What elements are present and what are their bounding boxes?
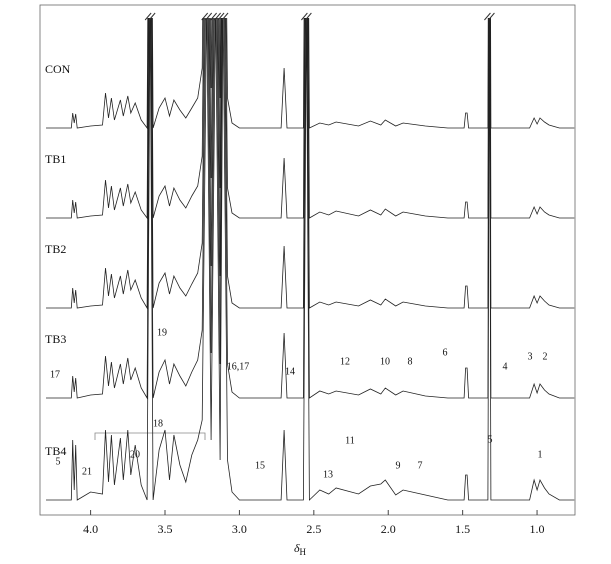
x-label-symbol: δ	[294, 541, 300, 555]
annotation: 8	[408, 356, 413, 367]
annotation: 21	[82, 466, 92, 477]
x-label-subscript: H	[300, 547, 307, 557]
annotation: 15	[255, 460, 265, 471]
bracket	[94, 432, 206, 440]
annotation: 18	[153, 418, 163, 429]
spectrum	[46, 18, 575, 130]
series-label: CON	[45, 62, 71, 76]
plot-frame	[39, 4, 576, 516]
annotation: 3	[528, 351, 533, 362]
x-tick-label: 1.5	[455, 522, 470, 536]
annotation: 19	[157, 327, 167, 338]
annotation: 6	[443, 347, 448, 358]
x-tick-label: 4.0	[83, 522, 98, 536]
spectrum	[46, 18, 575, 501]
break-mark	[484, 12, 495, 21]
traces	[46, 18, 575, 501]
x-tick-label: 2.0	[381, 522, 396, 536]
annotation: 12	[340, 356, 350, 367]
spectrum	[46, 18, 575, 400]
spectrum	[46, 18, 575, 220]
annotation: 2	[543, 351, 548, 362]
annotation: 13	[323, 469, 333, 480]
annotation: 14	[285, 366, 295, 377]
x-tick-label: 3.0	[232, 522, 247, 536]
annotation: 1	[538, 449, 543, 460]
series-label: TB3	[45, 332, 66, 346]
annotation: 7	[418, 460, 423, 471]
series-label: TB4	[45, 444, 66, 458]
annotation: 10	[380, 356, 390, 367]
break-mark	[201, 12, 213, 21]
spectrum	[46, 18, 575, 310]
annotation: 20	[130, 449, 140, 460]
series-label: TB1	[45, 152, 66, 166]
annotation: 17	[50, 369, 60, 380]
x-tick-label: 1.0	[530, 522, 545, 536]
x-tick-label: 2.5	[306, 522, 321, 536]
break-mark	[144, 12, 156, 21]
annotation: 5	[488, 434, 493, 445]
annotation: 4	[503, 361, 508, 372]
break-mark	[217, 12, 229, 21]
series-label: TB2	[45, 242, 66, 256]
annotation: 9	[396, 460, 401, 471]
x-axis-label: δH	[294, 541, 307, 557]
x-tick-label: 3.5	[158, 522, 173, 536]
annotation: 5	[56, 456, 61, 467]
annotation: 11	[345, 435, 355, 446]
break-mark	[210, 12, 221, 21]
annotation: 16,17	[227, 361, 250, 372]
break-mark	[301, 12, 312, 21]
